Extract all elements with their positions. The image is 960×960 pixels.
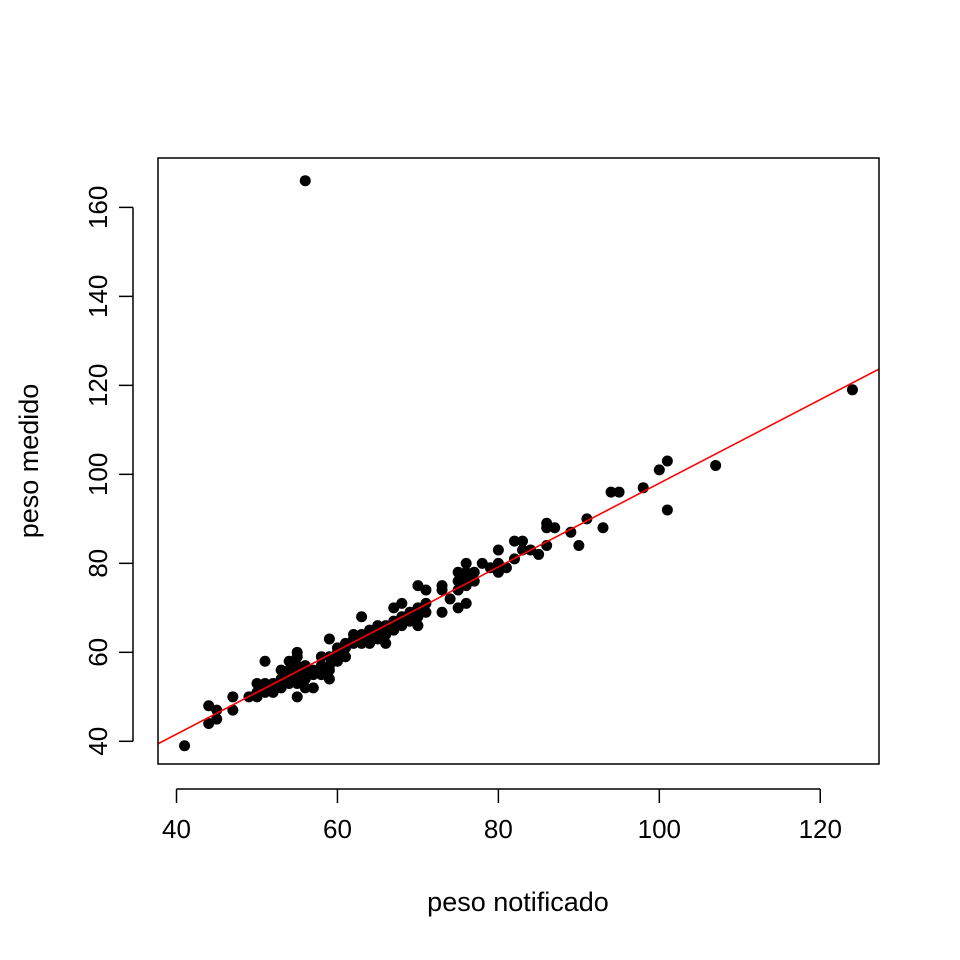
data-point — [396, 620, 408, 632]
y-tick-label: 40 — [83, 727, 113, 756]
data-point — [452, 566, 464, 578]
data-point — [323, 673, 335, 685]
data-point — [203, 700, 215, 712]
data-point — [396, 597, 408, 609]
data-point — [339, 651, 351, 663]
data-point — [380, 637, 392, 649]
plot-frame — [157, 157, 880, 765]
x-tick-label: 80 — [484, 814, 513, 844]
data-point — [291, 660, 303, 672]
data-point — [331, 642, 343, 654]
data-point — [444, 593, 456, 605]
y-axis: 40 60 80 100 120 140 160 — [83, 186, 134, 756]
data-point — [661, 455, 673, 467]
data-point — [323, 633, 335, 645]
data-point — [299, 673, 311, 685]
data-point — [452, 584, 464, 596]
data-point — [452, 602, 464, 614]
data-point — [339, 637, 351, 649]
data-point — [315, 660, 327, 672]
data-point — [291, 677, 303, 689]
data-point — [299, 175, 311, 187]
data-point — [452, 575, 464, 587]
data-point — [420, 584, 432, 596]
data-point — [492, 566, 504, 578]
data-point — [307, 664, 319, 676]
data-point — [710, 459, 722, 471]
data-point — [348, 629, 360, 641]
data-point — [315, 669, 327, 681]
data-point — [356, 611, 368, 623]
data-point — [227, 691, 239, 703]
data-point — [436, 606, 448, 618]
data-point — [565, 526, 577, 538]
data-point — [323, 660, 335, 672]
data-point — [573, 540, 585, 552]
data-point — [412, 580, 424, 592]
data-point — [653, 464, 665, 476]
data-point — [460, 557, 472, 569]
data-point — [283, 664, 295, 676]
data-point — [508, 535, 520, 547]
data-point — [613, 486, 625, 498]
data-point — [492, 544, 504, 556]
data-point — [259, 655, 271, 667]
data-point — [412, 620, 424, 632]
data-point — [517, 535, 529, 547]
data-point — [661, 504, 673, 516]
data-point — [605, 486, 617, 498]
x-tick-label: 40 — [162, 814, 191, 844]
data-point — [460, 566, 472, 578]
data-point — [179, 740, 191, 752]
data-point — [468, 566, 480, 578]
data-point — [251, 677, 263, 689]
data-point — [211, 713, 223, 725]
y-axis-label: peso medido — [14, 384, 44, 539]
data-point — [533, 548, 545, 560]
x-tick-label: 120 — [799, 814, 842, 844]
data-point — [299, 682, 311, 694]
data-point — [388, 624, 400, 636]
x-axis-label: peso notificado — [427, 887, 609, 917]
data-point — [283, 655, 295, 667]
data-point — [211, 704, 223, 716]
data-point — [404, 615, 416, 627]
y-tick-label: 140 — [83, 275, 113, 318]
regression-line — [158, 368, 879, 745]
data-point — [412, 611, 424, 623]
data-point — [420, 606, 432, 618]
x-axis: 40 60 80 100 120 — [162, 788, 842, 844]
data-point — [227, 704, 239, 716]
data-point — [549, 522, 561, 534]
data-point — [364, 633, 376, 645]
data-point — [291, 646, 303, 658]
y-tick-label: 120 — [83, 364, 113, 407]
y-tick-label: 100 — [83, 453, 113, 496]
data-point — [597, 522, 609, 534]
points-layer — [179, 175, 858, 752]
data-point — [460, 597, 472, 609]
data-point — [203, 718, 215, 730]
data-point — [356, 637, 368, 649]
x-tick-label: 60 — [323, 814, 352, 844]
fit-layer — [158, 368, 879, 745]
data-point — [275, 664, 287, 676]
y-tick-label: 60 — [83, 638, 113, 667]
x-tick-label: 100 — [638, 814, 681, 844]
data-point — [436, 580, 448, 592]
y-tick-label: 160 — [83, 186, 113, 229]
data-point — [846, 384, 858, 396]
data-point — [291, 691, 303, 703]
data-point — [307, 682, 319, 694]
data-point — [476, 557, 488, 569]
data-point — [388, 602, 400, 614]
data-point — [541, 517, 553, 529]
data-point — [331, 655, 343, 667]
y-tick-label: 80 — [83, 549, 113, 578]
